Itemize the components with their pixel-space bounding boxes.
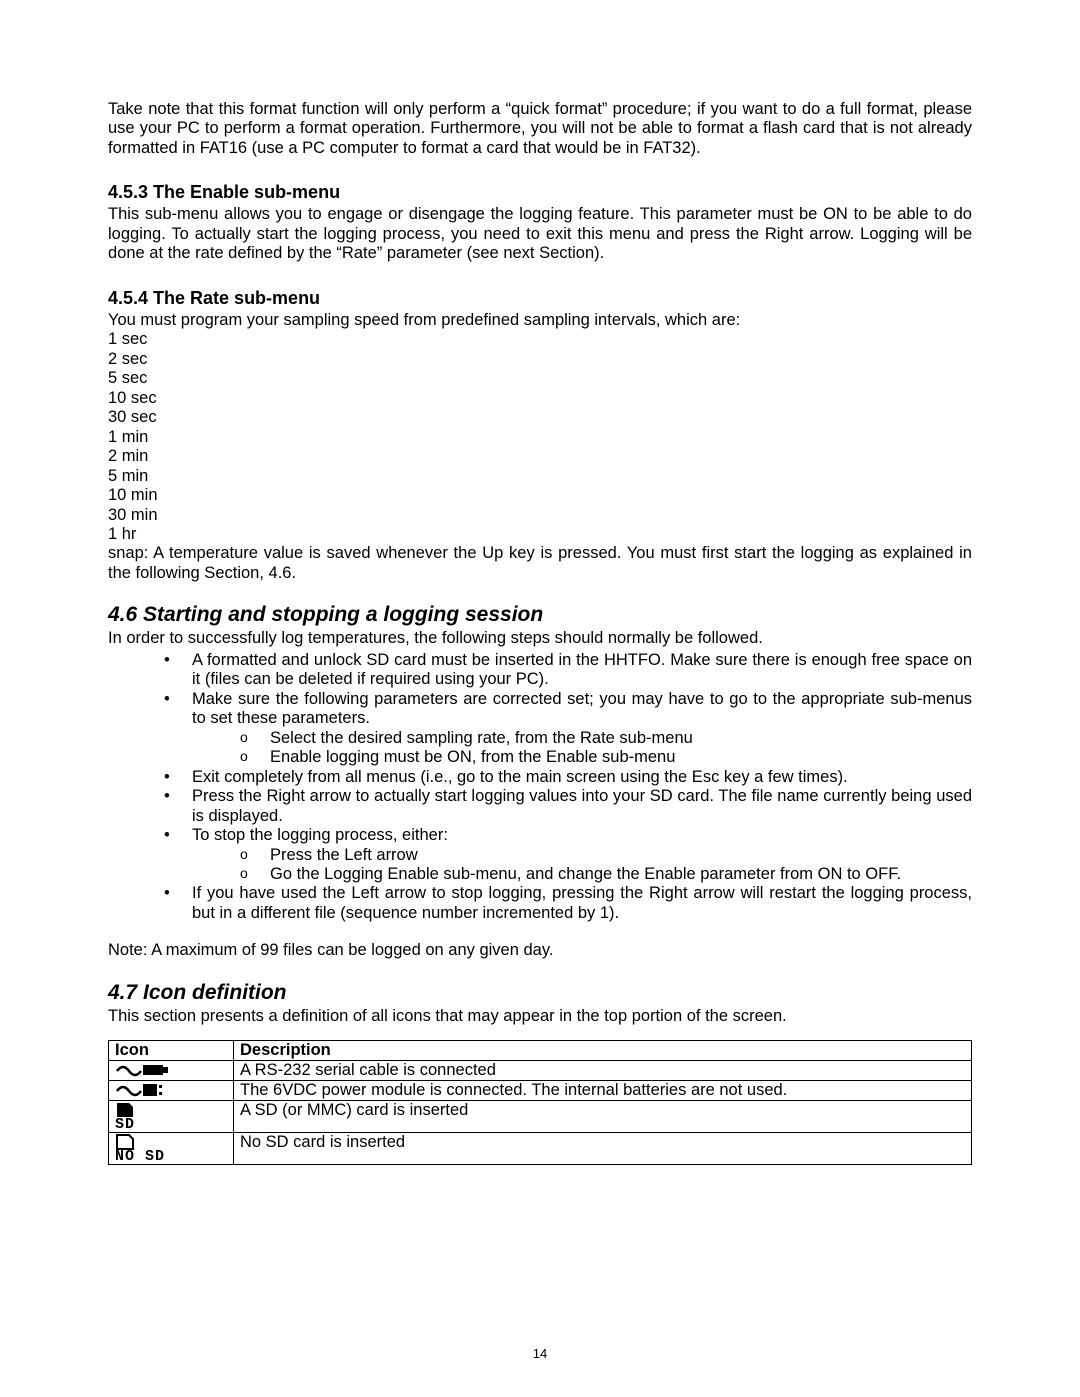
body-453: This sub-menu allows you to engage or di… xyxy=(108,205,972,263)
col-header-desc: Description xyxy=(234,1041,972,1061)
icon-power xyxy=(109,1081,234,1101)
icon-sd: SD xyxy=(109,1101,234,1133)
bullet-list-46: A formatted and unlock SD card must be i… xyxy=(108,651,972,924)
sub-item: Go the Logging Enable sub-menu, and chan… xyxy=(240,865,972,884)
intro-47: This section presents a definition of al… xyxy=(108,1007,972,1026)
rate-item: 2 sec xyxy=(108,350,972,369)
rate-item: 5 sec xyxy=(108,369,972,388)
intro-paragraph: Take note that this format function will… xyxy=(108,100,972,158)
table-row: The 6VDC power module is connected. The … xyxy=(109,1081,972,1101)
sub-item: Select the desired sampling rate, from t… xyxy=(240,729,972,748)
rate-item: 1 sec xyxy=(108,330,972,349)
heading-46: 4.6 Starting and stopping a logging sess… xyxy=(108,603,972,627)
icon-table: Icon Description A RS-232 serial cable i… xyxy=(108,1040,972,1165)
rs232-icon xyxy=(115,1061,171,1079)
sub-item: Press the Left arrow xyxy=(240,846,972,865)
page: Take note that this format function will… xyxy=(0,0,1080,1397)
heading-454: 4.5.4 The Rate sub-menu xyxy=(108,288,972,309)
rate-list: 1 sec 2 sec 5 sec 10 sec 30 sec 1 min 2 … xyxy=(108,330,972,544)
table-row: A RS-232 serial cable is connected xyxy=(109,1061,972,1081)
list-item: A formatted and unlock SD card must be i… xyxy=(164,651,972,690)
list-item: To stop the logging process, either: Pre… xyxy=(164,826,972,884)
list-item: If you have used the Left arrow to stop … xyxy=(164,884,972,923)
intro-46: In order to successfully log temperature… xyxy=(108,629,972,648)
rate-item: 30 sec xyxy=(108,408,972,427)
table-row: NO SD No SD card is inserted xyxy=(109,1133,972,1165)
icon-rs232 xyxy=(109,1061,234,1081)
list-item: Press the Right arrow to actually start … xyxy=(164,787,972,826)
table-row: SD A SD (or MMC) card is inserted xyxy=(109,1101,972,1133)
intro-454: You must program your sampling speed fro… xyxy=(108,311,972,330)
snap-note: snap: A temperature value is saved whene… xyxy=(108,544,972,583)
icon-nosd: NO SD xyxy=(109,1133,234,1165)
desc-cell: A SD (or MMC) card is inserted xyxy=(234,1101,972,1133)
col-header-icon: Icon xyxy=(109,1041,234,1061)
desc-cell: The 6VDC power module is connected. The … xyxy=(234,1081,972,1101)
sublist: Select the desired sampling rate, from t… xyxy=(192,729,972,768)
rate-item: 5 min xyxy=(108,467,972,486)
list-item-text: Make sure the following parameters are c… xyxy=(192,690,972,727)
desc-cell: A RS-232 serial cable is connected xyxy=(234,1061,972,1081)
power-icon xyxy=(115,1081,171,1099)
list-item: Make sure the following parameters are c… xyxy=(164,690,972,768)
page-number: 14 xyxy=(0,1346,1080,1361)
rate-item: 10 min xyxy=(108,486,972,505)
note-46: Note: A maximum of 99 files can be logge… xyxy=(108,941,972,960)
list-item: Exit completely from all menus (i.e., go… xyxy=(164,768,972,787)
sd-label: SD xyxy=(115,1117,227,1132)
nosd-label: NO SD xyxy=(115,1149,227,1164)
rate-item: 1 hr xyxy=(108,525,972,544)
rate-item: 30 min xyxy=(108,506,972,525)
table-header-row: Icon Description xyxy=(109,1041,972,1061)
rate-item: 2 min xyxy=(108,447,972,466)
rate-item: 1 min xyxy=(108,428,972,447)
rate-item: 10 sec xyxy=(108,389,972,408)
heading-47: 4.7 Icon definition xyxy=(108,981,972,1005)
sub-item: Enable logging must be ON, from the Enab… xyxy=(240,748,972,767)
sublist: Press the Left arrow Go the Logging Enab… xyxy=(192,846,972,885)
desc-cell: No SD card is inserted xyxy=(234,1133,972,1165)
heading-453: 4.5.3 The Enable sub-menu xyxy=(108,182,972,203)
list-item-text: To stop the logging process, either: xyxy=(192,826,448,844)
